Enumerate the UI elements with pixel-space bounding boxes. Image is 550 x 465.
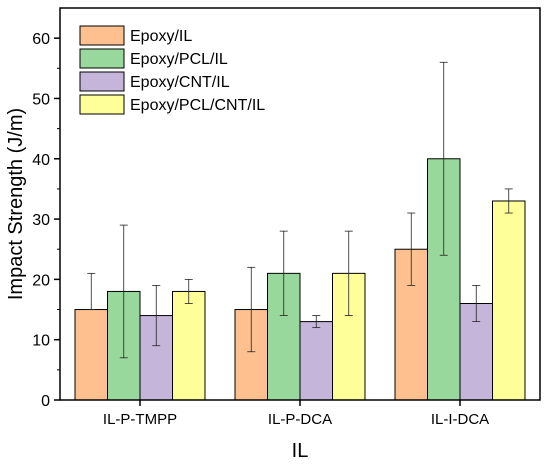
- legend-swatch-2: [79, 48, 125, 69]
- x-axis: IL-P-TMPP IL-P-DCA IL-I-DCA: [103, 400, 489, 428]
- bar-4-3: [492, 200, 526, 401]
- legend-label-2: Epoxy/PCL/IL: [130, 51, 228, 68]
- legend-swatch-4: [79, 94, 125, 115]
- legend-label-4: Epoxy/PCL/CNT/IL: [130, 97, 265, 114]
- y-axis: 0 10 20 30 40 50 60: [32, 31, 60, 410]
- x-axis-title: IL: [292, 440, 309, 462]
- y-tick-label: 0: [41, 393, 50, 410]
- legend-label-3: Epoxy/CNT/IL: [130, 74, 230, 91]
- y-tick-label: 40: [32, 152, 50, 169]
- y-tick-label: 50: [32, 91, 50, 108]
- legend-swatch-3: [79, 71, 125, 92]
- x-tick-label: IL-P-DCA: [268, 411, 332, 428]
- x-tick-label: IL-P-TMPP: [103, 411, 177, 428]
- bar-1-1: [74, 309, 108, 401]
- bar-4-1: [172, 290, 206, 401]
- y-axis-title: Impact Strength (J/m): [5, 108, 27, 300]
- bars-layer: [74, 158, 526, 401]
- legend-swatch-1: [79, 25, 125, 46]
- legend-label-1: Epoxy/IL: [130, 28, 192, 45]
- y-tick-label: 10: [32, 333, 50, 350]
- bar-3-2: [299, 321, 333, 401]
- y-tick-label: 30: [32, 212, 50, 229]
- x-tick-label: IL-I-DCA: [431, 411, 489, 428]
- legend: Epoxy/IL Epoxy/PCL/IL Epoxy/CNT/IL Epoxy/PC…: [79, 25, 265, 115]
- y-tick-label: 60: [32, 31, 50, 48]
- error-bars-layer: [87, 61, 513, 359]
- y-tick-label: 20: [32, 272, 50, 289]
